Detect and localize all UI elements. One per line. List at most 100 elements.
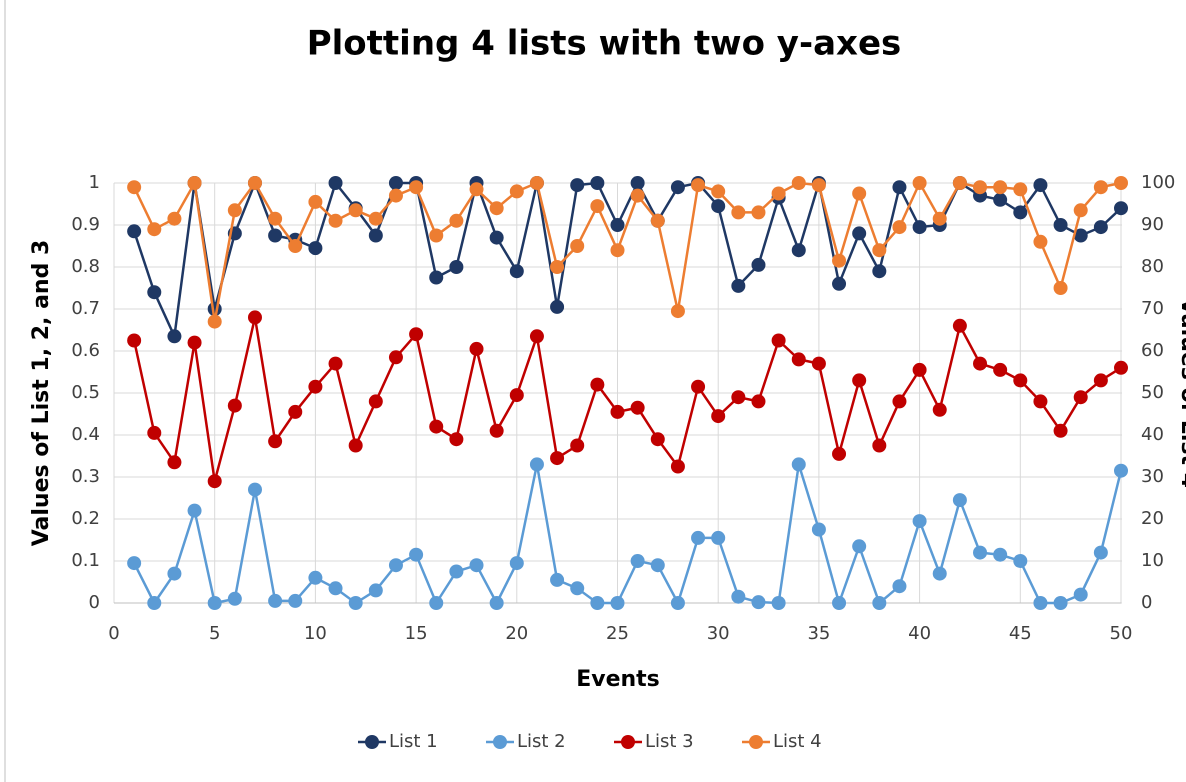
data-point (932, 211, 947, 226)
data-point (952, 176, 967, 190)
data-point (892, 180, 907, 195)
y2-tick-label: 80 (1141, 256, 1164, 277)
data-point (852, 373, 867, 388)
data-point (268, 434, 283, 449)
data-point (388, 176, 403, 190)
data-point (973, 180, 988, 195)
data-point (1093, 373, 1108, 388)
data-point (1053, 281, 1068, 295)
x-tick-label: 45 (1009, 623, 1032, 644)
data-point (167, 455, 182, 470)
data-point (288, 404, 303, 419)
data-point (1013, 205, 1028, 220)
data-point (852, 539, 867, 554)
data-point (771, 186, 786, 201)
data-point (187, 176, 202, 190)
data-point (731, 589, 746, 604)
data-point (449, 432, 464, 447)
data-point (227, 591, 242, 606)
data-point (811, 178, 826, 193)
data-point (832, 596, 847, 610)
data-point (348, 596, 363, 610)
data-point (610, 596, 625, 610)
data-point (1013, 182, 1028, 197)
data-point (771, 596, 786, 610)
data-point (691, 530, 706, 545)
data-point (590, 377, 605, 392)
data-point (449, 213, 464, 228)
data-point (167, 329, 182, 344)
data-point (630, 400, 645, 415)
data-point (187, 335, 202, 350)
data-point (872, 438, 887, 453)
legend-marker (749, 735, 763, 749)
data-point (489, 596, 504, 610)
data-point (167, 566, 182, 581)
data-point (268, 593, 283, 608)
data-point (167, 211, 182, 226)
legend-label: List 3 (645, 731, 694, 752)
data-point (952, 318, 967, 333)
data-point (268, 211, 283, 226)
data-point (993, 362, 1008, 377)
data-point (630, 554, 645, 568)
legend-marker (365, 735, 379, 749)
data-point (610, 243, 625, 258)
data-point (1114, 360, 1128, 375)
x-tick-label: 25 (606, 623, 629, 644)
data-point (147, 222, 162, 237)
data-point (711, 530, 726, 545)
y-tick-label: 0.6 (71, 340, 100, 361)
data-point (409, 547, 424, 562)
data-point (1053, 218, 1068, 232)
data-point (368, 228, 383, 243)
data-point (791, 457, 806, 472)
data-point (952, 493, 967, 508)
data-point (892, 220, 907, 235)
data-point (429, 419, 444, 434)
legend-label: List 4 (773, 731, 822, 752)
x-tick-label: 10 (304, 623, 327, 644)
data-point (409, 327, 424, 342)
data-point (489, 230, 504, 245)
data-point (832, 446, 847, 461)
data-point (1114, 201, 1128, 216)
data-point (791, 243, 806, 258)
legend-label: List 1 (389, 731, 438, 752)
data-point (348, 438, 363, 453)
data-point (711, 199, 726, 214)
data-point (1013, 554, 1028, 568)
data-point (791, 176, 806, 190)
data-point (409, 180, 424, 195)
y2-tick-label: 70 (1141, 298, 1164, 319)
data-point (630, 176, 645, 190)
data-point (650, 558, 665, 573)
data-point (509, 264, 524, 279)
y-tick-label: 0 (89, 592, 100, 613)
data-point (570, 438, 585, 453)
data-point (328, 581, 343, 596)
data-point (1033, 394, 1048, 409)
data-point (670, 596, 685, 610)
data-point (570, 239, 585, 253)
data-point (368, 394, 383, 409)
data-point (832, 276, 847, 291)
x-tick-label: 0 (108, 623, 119, 644)
data-point (993, 192, 1008, 207)
data-point (751, 394, 766, 409)
data-point (791, 352, 806, 367)
data-point (469, 558, 484, 573)
x-tick-label: 15 (405, 623, 428, 644)
data-point (247, 176, 262, 190)
x-tick-label: 5 (209, 623, 220, 644)
data-point (590, 199, 605, 214)
data-point (751, 205, 766, 220)
x-tick-label: 50 (1110, 623, 1133, 644)
y-tick-label: 0.9 (71, 214, 100, 235)
data-point (308, 570, 323, 585)
data-point (650, 432, 665, 447)
data-point (1053, 596, 1068, 610)
legend-marker (493, 735, 507, 749)
data-point (1114, 463, 1128, 478)
